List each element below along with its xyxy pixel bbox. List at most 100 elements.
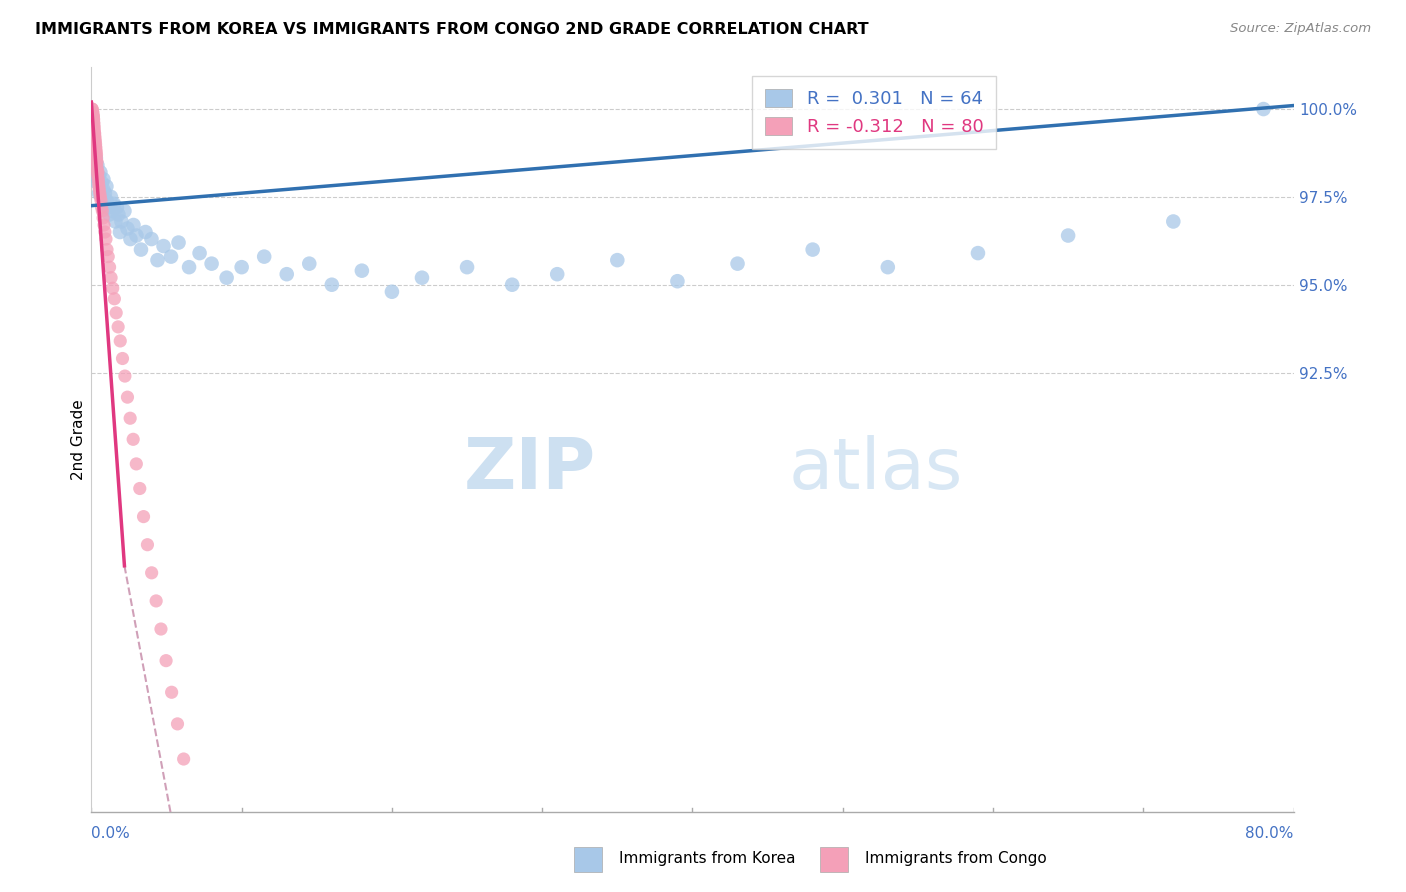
Point [129, 243, 152, 257]
Point [87, 169, 110, 183]
Point [100, 190, 122, 204]
Point [83, 130, 105, 145]
Point [94, 186, 117, 201]
Point [120, 232, 142, 246]
Point [167, 235, 190, 250]
Point [83, 116, 105, 130]
Point [546, 267, 568, 281]
Point [90, 194, 112, 208]
Point [1253, 102, 1275, 116]
Point [87, 186, 110, 201]
Point [298, 257, 321, 271]
Point [114, 203, 136, 218]
Point [201, 257, 224, 271]
Point [103, 197, 125, 211]
Point [876, 260, 898, 275]
Point [350, 263, 373, 277]
Point [160, 685, 183, 699]
Point [134, 225, 156, 239]
Point [83, 123, 105, 137]
Point [82, 112, 104, 127]
Point [188, 246, 211, 260]
Point [82, 109, 104, 123]
Point [125, 228, 148, 243]
Legend: R =  0.301   N = 64, R = -0.312   N = 80: R = 0.301 N = 64, R = -0.312 N = 80 [752, 76, 995, 149]
Point [83, 120, 105, 134]
Text: Source: ZipAtlas.com: Source: ZipAtlas.com [1230, 22, 1371, 36]
Point [122, 218, 145, 232]
Point [108, 225, 131, 239]
Point [84, 137, 107, 152]
Point [83, 127, 105, 141]
Point [132, 509, 155, 524]
Point [666, 274, 689, 288]
Point [86, 151, 108, 165]
Point [86, 169, 108, 183]
Point [93, 172, 115, 186]
Point [94, 197, 117, 211]
Point [110, 334, 132, 348]
Point [94, 232, 117, 246]
Point [136, 538, 159, 552]
Point [411, 270, 433, 285]
Point [173, 752, 195, 766]
Point [84, 147, 107, 161]
Point [89, 179, 111, 194]
Point [86, 147, 108, 161]
Point [89, 183, 111, 197]
Point [101, 281, 124, 295]
Point [160, 250, 183, 264]
Point [91, 203, 114, 218]
Point [87, 172, 110, 186]
Point [801, 243, 824, 257]
Point [128, 482, 150, 496]
Point [84, 137, 107, 152]
Point [456, 260, 478, 275]
Text: IMMIGRANTS FROM KOREA VS IMMIGRANTS FROM CONGO 2ND GRADE CORRELATION CHART: IMMIGRANTS FROM KOREA VS IMMIGRANTS FROM… [35, 22, 869, 37]
Point [381, 285, 404, 299]
Point [89, 190, 111, 204]
Point [94, 225, 117, 239]
Point [87, 176, 110, 190]
Point [967, 246, 990, 260]
Text: atlas: atlas [789, 434, 963, 504]
Point [120, 411, 142, 425]
Point [83, 134, 105, 148]
Text: ZIP: ZIP [464, 434, 596, 504]
Point [82, 105, 104, 120]
Y-axis label: 2nd Grade: 2nd Grade [70, 399, 86, 480]
Point [152, 239, 174, 253]
Point [82, 158, 104, 172]
Point [84, 151, 107, 165]
Point [253, 250, 276, 264]
Point [96, 179, 118, 194]
Point [82, 112, 104, 127]
Point [96, 243, 118, 257]
Point [1161, 214, 1184, 228]
Point [107, 319, 129, 334]
Point [90, 176, 112, 190]
Point [82, 116, 104, 130]
Point [84, 145, 107, 159]
Point [231, 260, 253, 275]
Point [97, 250, 120, 264]
Point [86, 158, 108, 172]
Point [105, 201, 128, 215]
Point [83, 112, 105, 127]
Point [90, 201, 112, 215]
Point [98, 207, 121, 221]
Point [82, 102, 104, 116]
Point [86, 154, 108, 169]
Point [86, 158, 108, 172]
Point [122, 432, 145, 446]
Point [103, 292, 125, 306]
Point [93, 218, 115, 232]
Point [146, 253, 169, 268]
Point [84, 141, 107, 155]
Point [111, 351, 134, 366]
Point [84, 145, 107, 159]
Bar [820, 847, 848, 872]
Point [82, 105, 104, 120]
Point [117, 221, 139, 235]
Text: 80.0%: 80.0% [1246, 826, 1294, 841]
